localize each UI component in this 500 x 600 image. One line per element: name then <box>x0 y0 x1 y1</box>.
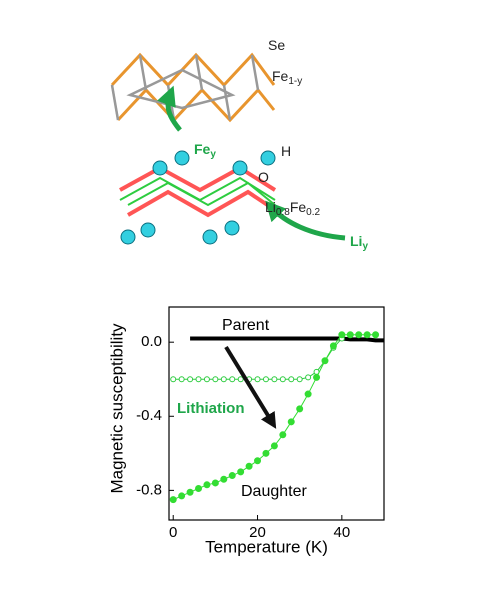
data-point <box>203 376 210 383</box>
data-point <box>254 457 262 465</box>
data-point <box>220 475 228 483</box>
data-point <box>279 431 287 439</box>
data-point <box>355 331 363 339</box>
data-point <box>305 374 312 381</box>
data-point <box>187 376 194 383</box>
structure-label: O <box>258 169 269 185</box>
data-point <box>262 449 270 457</box>
annotation: Daughter <box>241 483 307 500</box>
se-chain <box>110 52 276 88</box>
data-point <box>170 376 177 383</box>
data-point <box>296 376 303 383</box>
data-point <box>313 373 321 381</box>
y-tick-label: -0.4 <box>136 407 162 424</box>
label-part: H <box>281 143 291 159</box>
data-point <box>195 376 202 383</box>
y-axis-label: Magnetic susceptibility <box>107 323 126 494</box>
data-point <box>229 376 236 383</box>
structure-label: H <box>281 143 291 159</box>
data-point <box>237 468 245 476</box>
data-point <box>169 496 177 504</box>
data-point <box>346 331 354 339</box>
data-point <box>262 376 269 383</box>
annotation: Parent <box>222 317 270 334</box>
x-tick-label: 20 <box>249 524 266 541</box>
data-point <box>288 376 295 383</box>
series-line <box>173 334 376 501</box>
data-point <box>186 488 194 496</box>
fe-arrow <box>157 85 182 132</box>
subscript: 0.2 <box>306 207 320 218</box>
lifeo-layer <box>119 165 277 218</box>
data-point <box>304 390 312 398</box>
data-point <box>254 376 261 383</box>
label-part: Se <box>268 37 285 53</box>
data-point <box>178 376 185 383</box>
structure-label: Fe1-y <box>272 68 302 87</box>
data-point <box>211 479 219 487</box>
subscript: 0.8 <box>276 207 290 218</box>
x-tick-label: 40 <box>333 524 350 541</box>
data-point <box>372 331 380 339</box>
subscript: y <box>210 149 216 160</box>
crystal-structure <box>110 52 346 245</box>
x-tick-label: 0 <box>169 524 177 541</box>
data-point <box>212 376 219 383</box>
lifeo-bonds <box>119 176 276 207</box>
data-point <box>178 492 186 500</box>
structure-label: Liy <box>350 233 368 252</box>
data-point <box>287 418 295 426</box>
data-point <box>270 442 278 450</box>
data-point <box>203 481 211 489</box>
label-part: O <box>258 169 269 185</box>
data-point <box>245 462 253 470</box>
data-point <box>296 405 304 413</box>
data-point <box>321 357 329 365</box>
data-point <box>271 376 278 383</box>
li-arrow <box>265 200 346 241</box>
annotation: Lithiation <box>177 400 245 417</box>
x-axis-label: Temperature (K) <box>205 537 328 556</box>
data-point <box>195 485 203 493</box>
subscript: y <box>362 241 368 252</box>
data-point <box>329 342 337 350</box>
subscript: 1-y <box>288 76 302 87</box>
h-atoms <box>120 150 276 245</box>
data-point <box>279 376 286 383</box>
data-point <box>237 376 244 383</box>
structure-label: Fey <box>194 141 216 160</box>
label-part: Li <box>265 199 276 215</box>
data-point <box>228 472 236 480</box>
label-part: Fe <box>290 199 307 215</box>
y-tick-label: -0.8 <box>136 481 162 498</box>
label-part: Fe <box>272 68 289 84</box>
data-point <box>220 376 227 383</box>
y-tick-label: 0.0 <box>141 333 162 350</box>
structure-label: Se <box>268 37 285 53</box>
label-part: Fe <box>194 141 211 157</box>
data-point <box>338 331 346 339</box>
series-line <box>190 336 384 343</box>
lithiation-arrow <box>224 345 277 429</box>
structure-label: Li0.8Fe0.2 <box>265 199 320 218</box>
label-part: Li <box>350 233 362 249</box>
data-point <box>363 331 371 339</box>
plot-frame <box>168 306 385 521</box>
